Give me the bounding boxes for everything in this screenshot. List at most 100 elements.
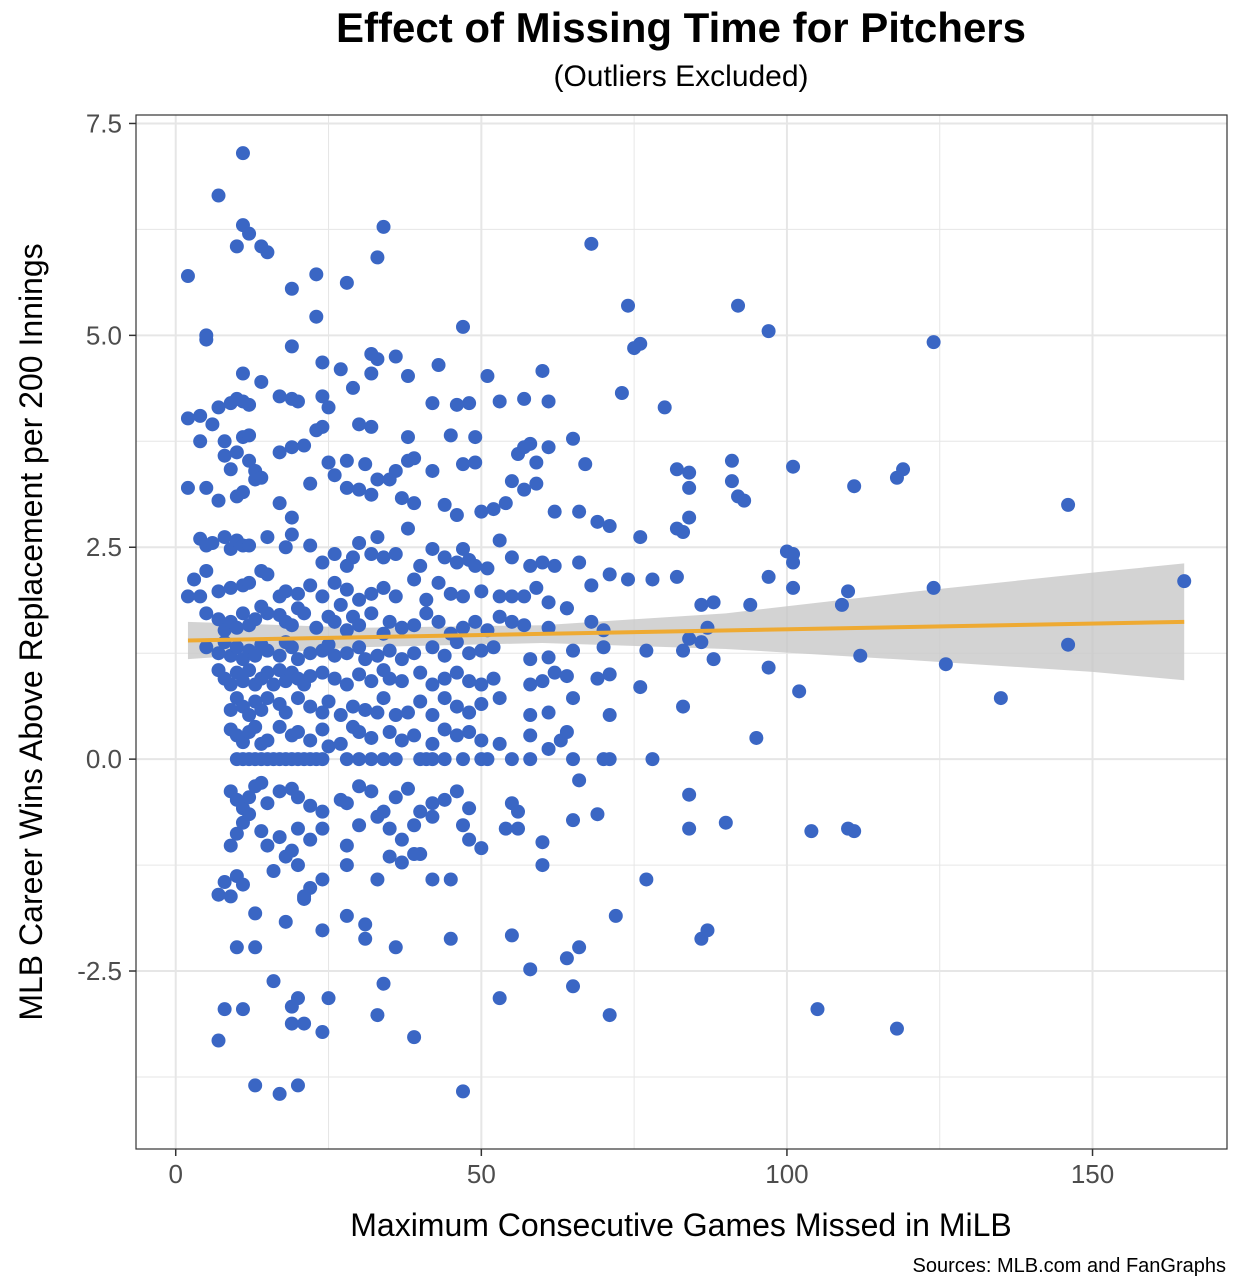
data-point <box>278 540 293 555</box>
data-point <box>364 730 379 745</box>
data-point <box>480 752 495 767</box>
data-point <box>468 614 483 629</box>
data-point <box>352 482 367 497</box>
data-point <box>938 657 953 672</box>
data-point <box>407 646 422 661</box>
y-axis-title: MLB Career Wins Above Replacement per 20… <box>13 243 49 1020</box>
data-point <box>272 1086 287 1101</box>
data-point <box>211 493 226 508</box>
data-point <box>425 809 440 824</box>
data-point <box>272 445 287 460</box>
data-point <box>400 521 415 536</box>
data-point <box>455 589 470 604</box>
data-point <box>492 991 507 1006</box>
data-point <box>333 597 348 612</box>
data-point <box>260 796 275 811</box>
data-point <box>535 363 550 378</box>
data-point <box>382 725 397 740</box>
data-point <box>449 665 464 680</box>
data-point <box>529 580 544 595</box>
data-point <box>364 586 379 601</box>
data-point <box>394 652 409 667</box>
data-point <box>235 674 250 689</box>
data-point <box>639 643 654 658</box>
data-point <box>297 889 312 904</box>
data-point <box>248 648 263 663</box>
data-point <box>303 646 318 661</box>
data-point <box>394 620 409 635</box>
data-point <box>235 735 250 750</box>
data-point <box>370 352 385 367</box>
chart-caption: Sources: MLB.com and FanGraphs <box>912 1255 1226 1277</box>
data-point <box>352 818 367 833</box>
data-point <box>498 821 513 836</box>
data-point <box>199 640 214 655</box>
data-point <box>468 558 483 573</box>
data-point <box>303 733 318 748</box>
data-point <box>199 480 214 495</box>
data-point <box>639 872 654 887</box>
data-point <box>193 408 208 423</box>
data-point <box>352 752 367 767</box>
data-point <box>352 417 367 432</box>
data-point <box>229 445 244 460</box>
data-point <box>205 417 220 432</box>
data-point <box>303 538 318 553</box>
data-point <box>388 752 403 767</box>
data-point <box>523 752 538 767</box>
data-point <box>370 250 385 265</box>
data-point <box>449 699 464 714</box>
data-point <box>407 572 422 587</box>
data-point <box>260 733 275 748</box>
data-point <box>223 677 238 692</box>
data-point <box>468 430 483 445</box>
data-point <box>303 699 318 714</box>
data-point <box>339 646 354 661</box>
data-point <box>413 804 428 819</box>
data-point <box>498 496 513 511</box>
data-point <box>437 722 452 737</box>
data-point <box>492 736 507 751</box>
data-point <box>364 547 379 562</box>
data-point <box>407 618 422 633</box>
data-point <box>180 269 195 284</box>
data-point <box>425 872 440 887</box>
data-point <box>676 699 691 714</box>
data-point <box>492 533 507 548</box>
data-point <box>437 792 452 807</box>
data-point <box>388 708 403 723</box>
data-point <box>572 773 587 788</box>
data-point <box>657 400 672 415</box>
data-point <box>425 708 440 723</box>
data-point <box>272 663 287 678</box>
data-point <box>559 601 574 616</box>
data-point <box>523 558 538 573</box>
data-point <box>272 648 287 663</box>
data-point <box>834 597 849 612</box>
data-point <box>407 847 422 862</box>
data-point <box>254 824 269 839</box>
axes: 0 50 100 150 -2.5 0.0 2.5 5.0 7.5 <box>77 108 1114 1189</box>
data-point <box>596 623 611 638</box>
data-point <box>523 728 538 743</box>
x-tick-label: 0 <box>168 1159 182 1189</box>
trend-line <box>187 619 1185 643</box>
data-point <box>284 618 299 633</box>
data-point <box>199 563 214 578</box>
data-point <box>315 355 330 370</box>
data-point <box>486 502 501 517</box>
data-point <box>315 752 330 767</box>
data-point <box>223 702 238 717</box>
data-point <box>199 606 214 621</box>
data-point <box>235 485 250 500</box>
data-point <box>303 669 318 684</box>
data-point <box>382 614 397 629</box>
data-point <box>339 752 354 767</box>
data-point <box>211 646 226 661</box>
data-point <box>266 677 281 692</box>
data-point <box>290 858 305 873</box>
data-point <box>590 671 605 686</box>
data-point <box>180 411 195 426</box>
data-point <box>278 705 293 720</box>
data-point <box>492 589 507 604</box>
